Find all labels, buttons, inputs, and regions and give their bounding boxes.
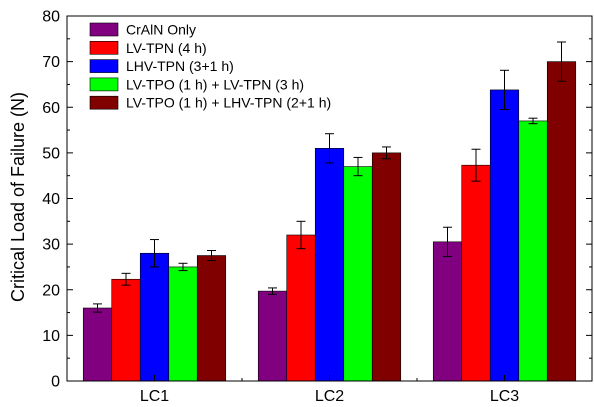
legend-label-5: LV-TPO (1 h) + LHV-TPN (2+1 h): [126, 95, 331, 111]
y-tick-label: 60: [42, 100, 60, 117]
x-axis: LC1 LC2 LC3: [140, 375, 519, 405]
x-tick-label: LC2: [315, 388, 344, 405]
y-axis: 0 10 20 30 40 50 60 70 80: [42, 9, 592, 391]
bar-lc2-series-1: [257, 290, 288, 382]
legend-label-2: LV-TPN (4 h): [126, 40, 207, 56]
legend-label-4: LV-TPO (1 h) + LV-TPN (3 h): [126, 76, 304, 92]
bar-group: [82, 61, 577, 382]
bar-lc1-series-4: [168, 266, 198, 382]
y-tick-label: 70: [42, 54, 60, 71]
bar-lc3-series-5: [546, 61, 577, 382]
bar-lc2-series-5: [371, 152, 402, 382]
bar-lc2-series-3: [314, 148, 345, 382]
y-tick-label: 50: [42, 145, 60, 162]
y-tick-label: 40: [42, 191, 60, 208]
bar-lc3-series-2: [461, 164, 491, 382]
bar-lc3-series-1: [432, 241, 463, 382]
y-tick-label: 0: [51, 374, 60, 391]
legend-swatch-2: [89, 40, 119, 55]
x-tick-label: LC1: [140, 388, 169, 405]
legend-swatch-3: [89, 59, 119, 73]
y-tick-label: 10: [42, 328, 60, 345]
bar-lc1-series-5: [196, 255, 227, 382]
legend-swatch-4: [89, 77, 119, 92]
error-bar-group: [93, 41, 566, 313]
legend-swatch-5: [89, 95, 119, 110]
legend: CrAlN Only LV-TPN (4 h) LHV-TPN (3+1 h) LV-…: [89, 22, 331, 111]
bar-lc1-series-3: [139, 252, 170, 382]
legend-swatch-1: [89, 22, 119, 37]
x-tick-label: LC3: [490, 388, 519, 405]
bar-lc2-series-2: [286, 234, 316, 382]
y-tick-label: 30: [42, 237, 60, 254]
legend-label-1: CrAlN Only: [126, 22, 196, 38]
y-tick-label: 80: [42, 9, 60, 26]
bar-lc3-series-4: [518, 120, 548, 382]
bar-lc2-series-4: [343, 166, 373, 382]
bar-lc1-series-1: [82, 307, 113, 382]
legend-label-3: LHV-TPN (3+1 h): [126, 58, 234, 74]
bar-lc1-series-2: [111, 278, 141, 382]
y-tick-label: 20: [42, 282, 60, 299]
y-axis-title: Critical Load of Failure (N): [8, 92, 28, 302]
bar-lc3-series-3: [489, 89, 520, 382]
